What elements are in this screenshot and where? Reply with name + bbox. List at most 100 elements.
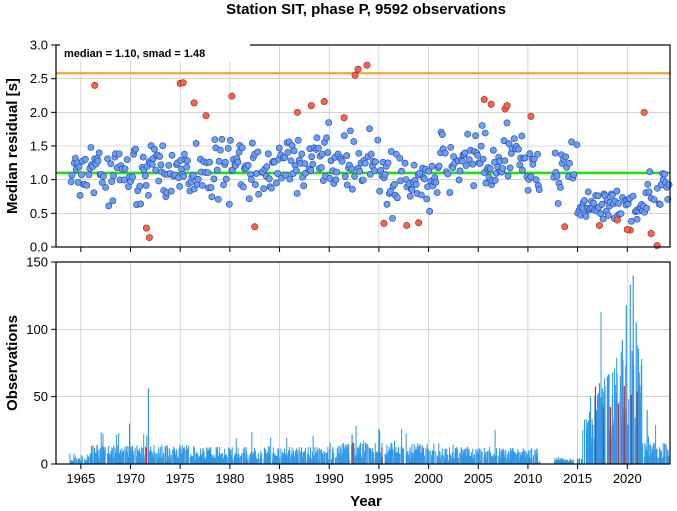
residual-point [308,153,316,161]
residual-point [139,153,147,161]
observations-x-ticks: 1965 1970 1975 1980 1985 1990 1995 2000 2005 2010… [66,464,642,486]
residual-point [307,167,315,174]
residual-point [534,150,541,158]
residual-point [152,166,160,174]
x-tick-label: 1975 [166,471,195,486]
residual-point [184,157,191,165]
residual-point [455,176,463,184]
residual-point [355,149,363,157]
x-tick-label: 1965 [66,471,95,486]
observations-y-ticks: 0 50 100 150 [26,255,56,472]
outlier-point [595,221,603,229]
x-tick-label: 1995 [364,471,393,486]
residual-point [87,144,95,151]
residual-point [213,166,221,174]
residual-point [120,176,128,184]
residual-point [562,153,570,161]
residual-point [461,149,469,157]
outlier-point [251,223,259,231]
residual-point [325,119,333,127]
observations-y-axis-label: Observations [4,315,21,411]
residual-point [503,119,511,127]
residual-point [341,173,349,180]
residual-point [633,215,641,223]
residual-point [225,200,233,208]
residual-point [338,158,346,165]
residual-point [234,158,242,166]
outlier-point [202,112,210,120]
outlier-point [415,219,423,227]
residual-point [81,155,89,163]
residual-point [192,140,200,147]
y-tick-label: 0.0 [30,240,48,255]
residual-point [510,135,518,143]
outlier-point [647,230,655,238]
outlier-point [228,92,236,100]
residual-point [333,168,341,176]
residual-point [165,161,173,169]
residual-point [204,169,212,176]
outlier-point [403,221,411,229]
residual-point [361,159,369,167]
residual-point [343,181,351,189]
outlier-point [293,108,301,116]
residual-point [391,180,398,188]
outlier-point [480,96,488,104]
residual-point [244,161,252,169]
outlier-point [527,112,535,120]
residual-point [248,139,256,147]
residual-point [446,189,454,196]
residual-point [351,172,358,180]
residual-point [136,182,144,190]
residual-point [356,167,364,175]
residual-point [456,167,464,175]
residual-point [472,132,480,140]
residual-point [387,187,394,195]
residual-point [656,201,664,208]
residual-point [253,170,260,177]
residual-point [372,158,379,166]
residual-point [527,173,535,181]
residual-point [155,177,163,185]
residual-point [450,153,458,161]
residual-point [421,175,428,183]
residual-point [594,192,602,200]
residual-point [408,186,416,194]
residual-point [393,194,401,202]
residual-point [359,176,367,184]
residual-point [159,142,167,150]
outlier-point [487,100,495,108]
residual-point [247,176,255,183]
residual-point [629,192,637,200]
residual-point [410,161,418,169]
residual-point [389,214,396,222]
residual-point [176,183,184,190]
outlier-point [561,223,569,231]
residual-point [105,202,113,210]
residual-point [90,189,98,197]
residual-point [396,154,404,162]
residual-point [94,157,102,165]
residual-point [263,163,271,171]
residual-point [554,200,562,207]
residual-point [551,149,559,157]
residual-point [332,176,340,184]
residual-point [535,186,543,193]
y-tick-label: 0 [41,457,48,472]
residual-outliers [91,61,661,250]
residual-point [661,170,669,178]
residual-point [245,195,253,203]
residual-point [343,152,351,160]
residual-point [78,171,85,179]
residual-point [104,155,111,163]
residual-point [584,188,592,196]
residual-point [374,136,382,144]
residual-point [604,212,612,219]
residual-point [615,200,622,207]
residual-point [323,134,331,142]
residual-point [272,179,280,187]
residual-point [75,163,83,171]
residual-point [102,184,109,191]
outlier-point [363,61,371,69]
